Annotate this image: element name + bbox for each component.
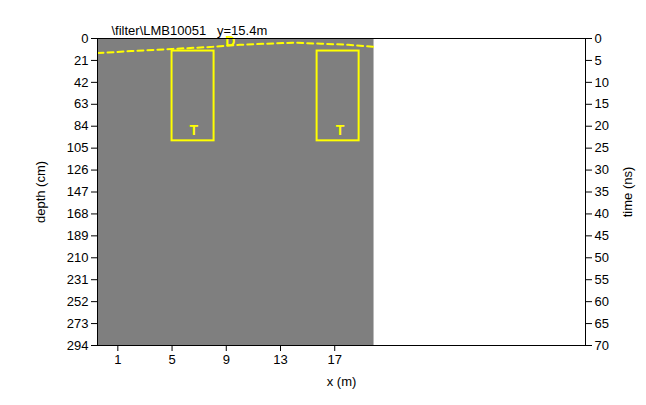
svg-text:5: 5: [168, 352, 175, 367]
svg-text:252: 252: [67, 294, 89, 309]
svg-text:depth (cm): depth (cm): [33, 161, 48, 223]
svg-text:1: 1: [114, 352, 121, 367]
svg-text:T: T: [336, 122, 345, 138]
svg-text:147: 147: [67, 184, 89, 199]
svg-text:17: 17: [327, 352, 341, 367]
svg-text:84: 84: [74, 118, 88, 133]
svg-text:189: 189: [67, 228, 89, 243]
svg-text:9: 9: [223, 352, 230, 367]
svg-text:42: 42: [74, 75, 88, 90]
svg-text:13: 13: [273, 352, 287, 367]
svg-text:21: 21: [74, 53, 88, 68]
svg-text:50: 50: [595, 250, 609, 265]
svg-text:65: 65: [595, 316, 609, 331]
svg-text:55: 55: [595, 272, 609, 287]
svg-text:45: 45: [595, 228, 609, 243]
svg-text:25: 25: [595, 140, 609, 155]
svg-text:63: 63: [74, 96, 88, 111]
svg-text:231: 231: [67, 272, 89, 287]
svg-text:30: 30: [595, 162, 609, 177]
svg-text:70: 70: [595, 338, 609, 353]
svg-text:273: 273: [67, 316, 89, 331]
svg-text:168: 168: [67, 206, 89, 221]
svg-text:105: 105: [67, 140, 89, 155]
svg-text:126: 126: [67, 162, 89, 177]
svg-text:15: 15: [595, 96, 609, 111]
svg-text:20: 20: [595, 118, 609, 133]
svg-text:5: 5: [595, 53, 602, 68]
svg-text:x (m): x (m): [327, 374, 357, 389]
svg-text:294: 294: [67, 338, 89, 353]
svg-text:0: 0: [595, 31, 602, 46]
svg-text:35: 35: [595, 184, 609, 199]
svg-text:60: 60: [595, 294, 609, 309]
svg-text:D: D: [225, 33, 236, 50]
svg-text:40: 40: [595, 206, 609, 221]
svg-text:time (ns): time (ns): [620, 167, 635, 218]
svg-text:0: 0: [81, 31, 88, 46]
svg-text:\filter\LMB10051 y=15.4m: \filter\LMB10051 y=15.4m: [112, 23, 268, 38]
svg-text:T: T: [189, 122, 198, 138]
svg-text:10: 10: [595, 75, 609, 90]
svg-text:210: 210: [67, 250, 89, 265]
